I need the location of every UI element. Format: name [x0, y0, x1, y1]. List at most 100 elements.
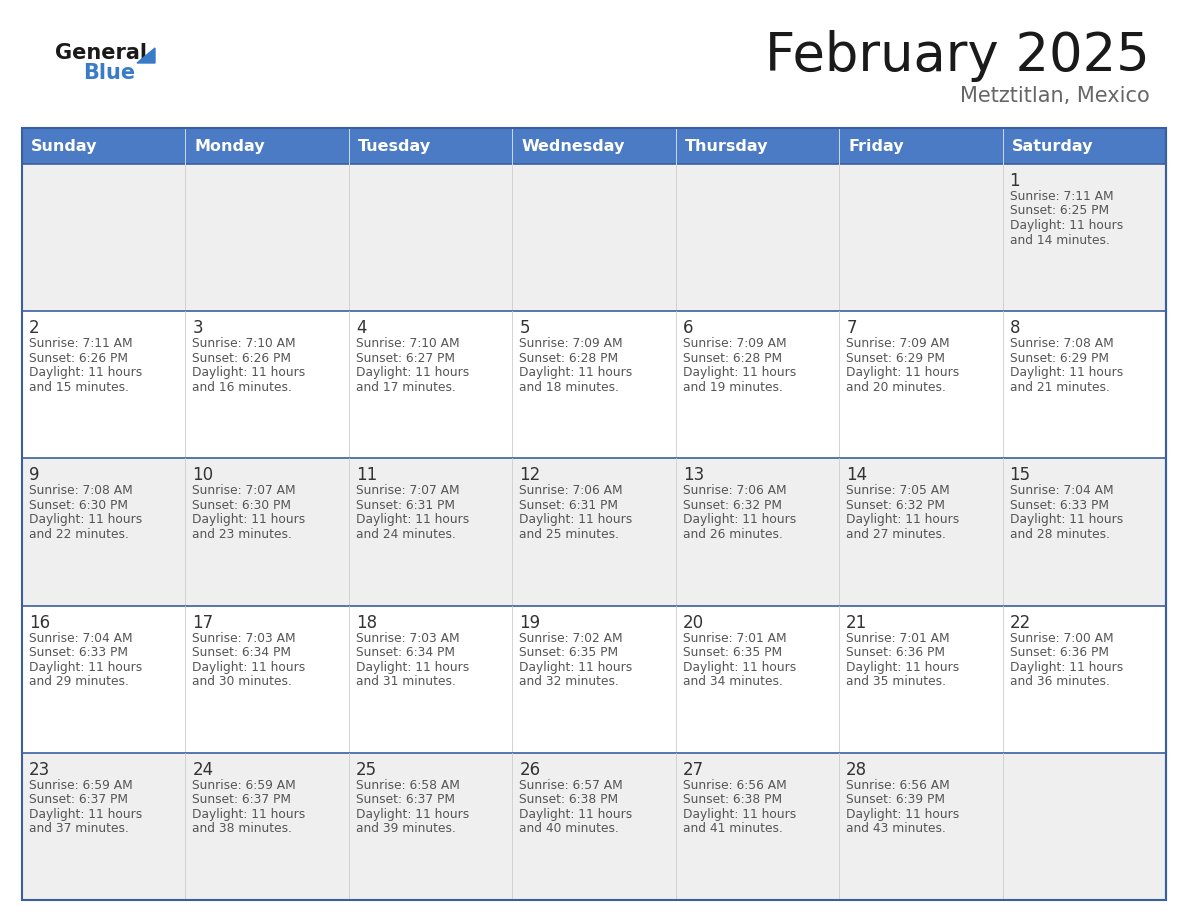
Text: Sunset: 6:37 PM: Sunset: 6:37 PM — [192, 793, 291, 806]
Text: Sunset: 6:35 PM: Sunset: 6:35 PM — [683, 646, 782, 659]
Text: Daylight: 11 hours: Daylight: 11 hours — [519, 513, 632, 526]
Bar — [23, 311, 1165, 458]
Text: Sunset: 6:31 PM: Sunset: 6:31 PM — [519, 498, 618, 512]
Text: 14: 14 — [846, 466, 867, 485]
Text: Sunrise: 6:56 AM: Sunrise: 6:56 AM — [846, 778, 950, 792]
Text: 15: 15 — [1010, 466, 1031, 485]
Text: 8: 8 — [1010, 319, 1020, 337]
Text: 1: 1 — [1010, 172, 1020, 190]
Text: Sunday: Sunday — [31, 139, 97, 153]
Text: and 37 minutes.: and 37 minutes. — [29, 823, 128, 835]
Text: and 30 minutes.: and 30 minutes. — [192, 675, 292, 688]
Bar — [23, 458, 1165, 606]
Text: and 28 minutes.: and 28 minutes. — [1010, 528, 1110, 541]
Text: and 43 minutes.: and 43 minutes. — [846, 823, 946, 835]
Text: Sunrise: 7:07 AM: Sunrise: 7:07 AM — [356, 485, 460, 498]
Text: Sunrise: 7:05 AM: Sunrise: 7:05 AM — [846, 485, 950, 498]
Text: and 25 minutes.: and 25 minutes. — [519, 528, 619, 541]
Bar — [23, 753, 1165, 900]
Bar — [23, 164, 1165, 311]
Text: and 22 minutes.: and 22 minutes. — [29, 528, 128, 541]
Text: Sunrise: 7:09 AM: Sunrise: 7:09 AM — [519, 337, 623, 350]
Text: Daylight: 11 hours: Daylight: 11 hours — [192, 513, 305, 526]
Text: Sunrise: 6:56 AM: Sunrise: 6:56 AM — [683, 778, 786, 792]
Text: Sunset: 6:34 PM: Sunset: 6:34 PM — [192, 646, 291, 659]
Text: 18: 18 — [356, 613, 377, 632]
Text: Daylight: 11 hours: Daylight: 11 hours — [29, 661, 143, 674]
Text: Daylight: 11 hours: Daylight: 11 hours — [519, 366, 632, 379]
Text: 7: 7 — [846, 319, 857, 337]
Text: Sunrise: 7:01 AM: Sunrise: 7:01 AM — [846, 632, 949, 644]
Text: Daylight: 11 hours: Daylight: 11 hours — [29, 513, 143, 526]
Text: 3: 3 — [192, 319, 203, 337]
Text: and 24 minutes.: and 24 minutes. — [356, 528, 456, 541]
Text: Sunset: 6:28 PM: Sunset: 6:28 PM — [683, 352, 782, 364]
Text: Daylight: 11 hours: Daylight: 11 hours — [846, 661, 960, 674]
Text: Sunrise: 7:02 AM: Sunrise: 7:02 AM — [519, 632, 623, 644]
Text: and 15 minutes.: and 15 minutes. — [29, 381, 129, 394]
Text: Sunset: 6:36 PM: Sunset: 6:36 PM — [1010, 646, 1108, 659]
Text: 24: 24 — [192, 761, 214, 778]
Text: and 35 minutes.: and 35 minutes. — [846, 675, 946, 688]
Text: Friday: Friday — [848, 139, 904, 153]
Text: Daylight: 11 hours: Daylight: 11 hours — [519, 808, 632, 821]
Text: and 32 minutes.: and 32 minutes. — [519, 675, 619, 688]
Text: and 29 minutes.: and 29 minutes. — [29, 675, 128, 688]
Text: Daylight: 11 hours: Daylight: 11 hours — [519, 661, 632, 674]
Text: and 40 minutes.: and 40 minutes. — [519, 823, 619, 835]
Text: Daylight: 11 hours: Daylight: 11 hours — [192, 366, 305, 379]
Text: Wednesday: Wednesday — [522, 139, 625, 153]
Text: 4: 4 — [356, 319, 366, 337]
Text: 26: 26 — [519, 761, 541, 778]
Text: Sunrise: 7:06 AM: Sunrise: 7:06 AM — [519, 485, 623, 498]
Text: Daylight: 11 hours: Daylight: 11 hours — [1010, 661, 1123, 674]
Text: Sunset: 6:37 PM: Sunset: 6:37 PM — [29, 793, 128, 806]
Text: Daylight: 11 hours: Daylight: 11 hours — [29, 808, 143, 821]
Polygon shape — [137, 48, 154, 63]
Text: Daylight: 11 hours: Daylight: 11 hours — [683, 808, 796, 821]
Text: Daylight: 11 hours: Daylight: 11 hours — [192, 661, 305, 674]
Text: Tuesday: Tuesday — [358, 139, 431, 153]
Text: Daylight: 11 hours: Daylight: 11 hours — [1010, 366, 1123, 379]
Text: and 17 minutes.: and 17 minutes. — [356, 381, 456, 394]
Text: and 18 minutes.: and 18 minutes. — [519, 381, 619, 394]
Text: 2: 2 — [29, 319, 39, 337]
Text: and 26 minutes.: and 26 minutes. — [683, 528, 783, 541]
Text: Sunrise: 7:07 AM: Sunrise: 7:07 AM — [192, 485, 296, 498]
Text: Daylight: 11 hours: Daylight: 11 hours — [683, 513, 796, 526]
Bar — [23, 128, 1165, 164]
Text: 10: 10 — [192, 466, 214, 485]
Text: Sunrise: 7:03 AM: Sunrise: 7:03 AM — [356, 632, 460, 644]
Text: and 36 minutes.: and 36 minutes. — [1010, 675, 1110, 688]
Text: Sunset: 6:33 PM: Sunset: 6:33 PM — [29, 646, 128, 659]
Text: Sunrise: 7:01 AM: Sunrise: 7:01 AM — [683, 632, 786, 644]
Text: and 16 minutes.: and 16 minutes. — [192, 381, 292, 394]
Text: 25: 25 — [356, 761, 377, 778]
Text: 19: 19 — [519, 613, 541, 632]
Text: Sunrise: 7:06 AM: Sunrise: 7:06 AM — [683, 485, 786, 498]
Text: Sunset: 6:32 PM: Sunset: 6:32 PM — [846, 498, 946, 512]
Text: 11: 11 — [356, 466, 377, 485]
Text: Sunrise: 7:11 AM: Sunrise: 7:11 AM — [29, 337, 133, 350]
Text: and 38 minutes.: and 38 minutes. — [192, 823, 292, 835]
Text: Sunrise: 7:00 AM: Sunrise: 7:00 AM — [1010, 632, 1113, 644]
Text: Sunset: 6:30 PM: Sunset: 6:30 PM — [29, 498, 128, 512]
Text: Sunset: 6:30 PM: Sunset: 6:30 PM — [192, 498, 291, 512]
Text: Sunset: 6:35 PM: Sunset: 6:35 PM — [519, 646, 619, 659]
Text: Sunrise: 7:04 AM: Sunrise: 7:04 AM — [29, 632, 133, 644]
Text: Sunset: 6:25 PM: Sunset: 6:25 PM — [1010, 205, 1108, 218]
Text: 22: 22 — [1010, 613, 1031, 632]
Text: Sunset: 6:33 PM: Sunset: 6:33 PM — [1010, 498, 1108, 512]
Text: Daylight: 11 hours: Daylight: 11 hours — [846, 513, 960, 526]
Text: Sunrise: 7:09 AM: Sunrise: 7:09 AM — [846, 337, 949, 350]
Text: Daylight: 11 hours: Daylight: 11 hours — [356, 661, 469, 674]
Text: Sunset: 6:27 PM: Sunset: 6:27 PM — [356, 352, 455, 364]
Text: 5: 5 — [519, 319, 530, 337]
Text: Sunset: 6:28 PM: Sunset: 6:28 PM — [519, 352, 619, 364]
Text: 6: 6 — [683, 319, 694, 337]
Text: 21: 21 — [846, 613, 867, 632]
Text: 17: 17 — [192, 613, 214, 632]
Text: Sunset: 6:37 PM: Sunset: 6:37 PM — [356, 793, 455, 806]
Text: Sunset: 6:29 PM: Sunset: 6:29 PM — [1010, 352, 1108, 364]
Text: Daylight: 11 hours: Daylight: 11 hours — [846, 366, 960, 379]
